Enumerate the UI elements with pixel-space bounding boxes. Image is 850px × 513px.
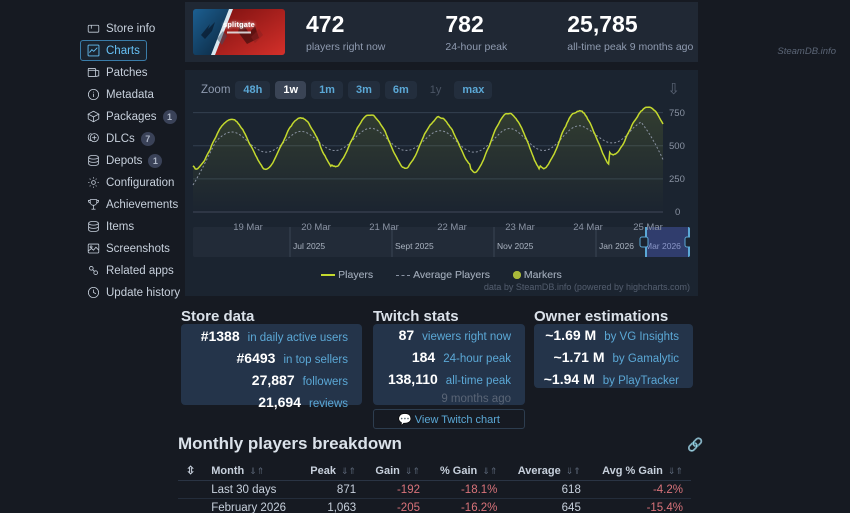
svg-text:21 Mar: 21 Mar — [369, 222, 399, 233]
svg-text:20 Mar: 20 Mar — [301, 222, 331, 233]
svg-text:19 Mar: 19 Mar — [233, 222, 263, 233]
svg-text:0: 0 — [675, 207, 680, 218]
svg-text:250: 250 — [669, 174, 685, 185]
svg-text:500: 500 — [669, 141, 685, 152]
svg-text:25 Mar: 25 Mar — [633, 222, 663, 233]
svg-text:splitgate: splitgate — [223, 20, 255, 29]
svg-text:22 Mar: 22 Mar — [437, 222, 467, 233]
svg-text:24 Mar: 24 Mar — [573, 222, 603, 233]
svg-text:750: 750 — [669, 108, 685, 119]
svg-text:23 Mar: 23 Mar — [505, 222, 535, 233]
